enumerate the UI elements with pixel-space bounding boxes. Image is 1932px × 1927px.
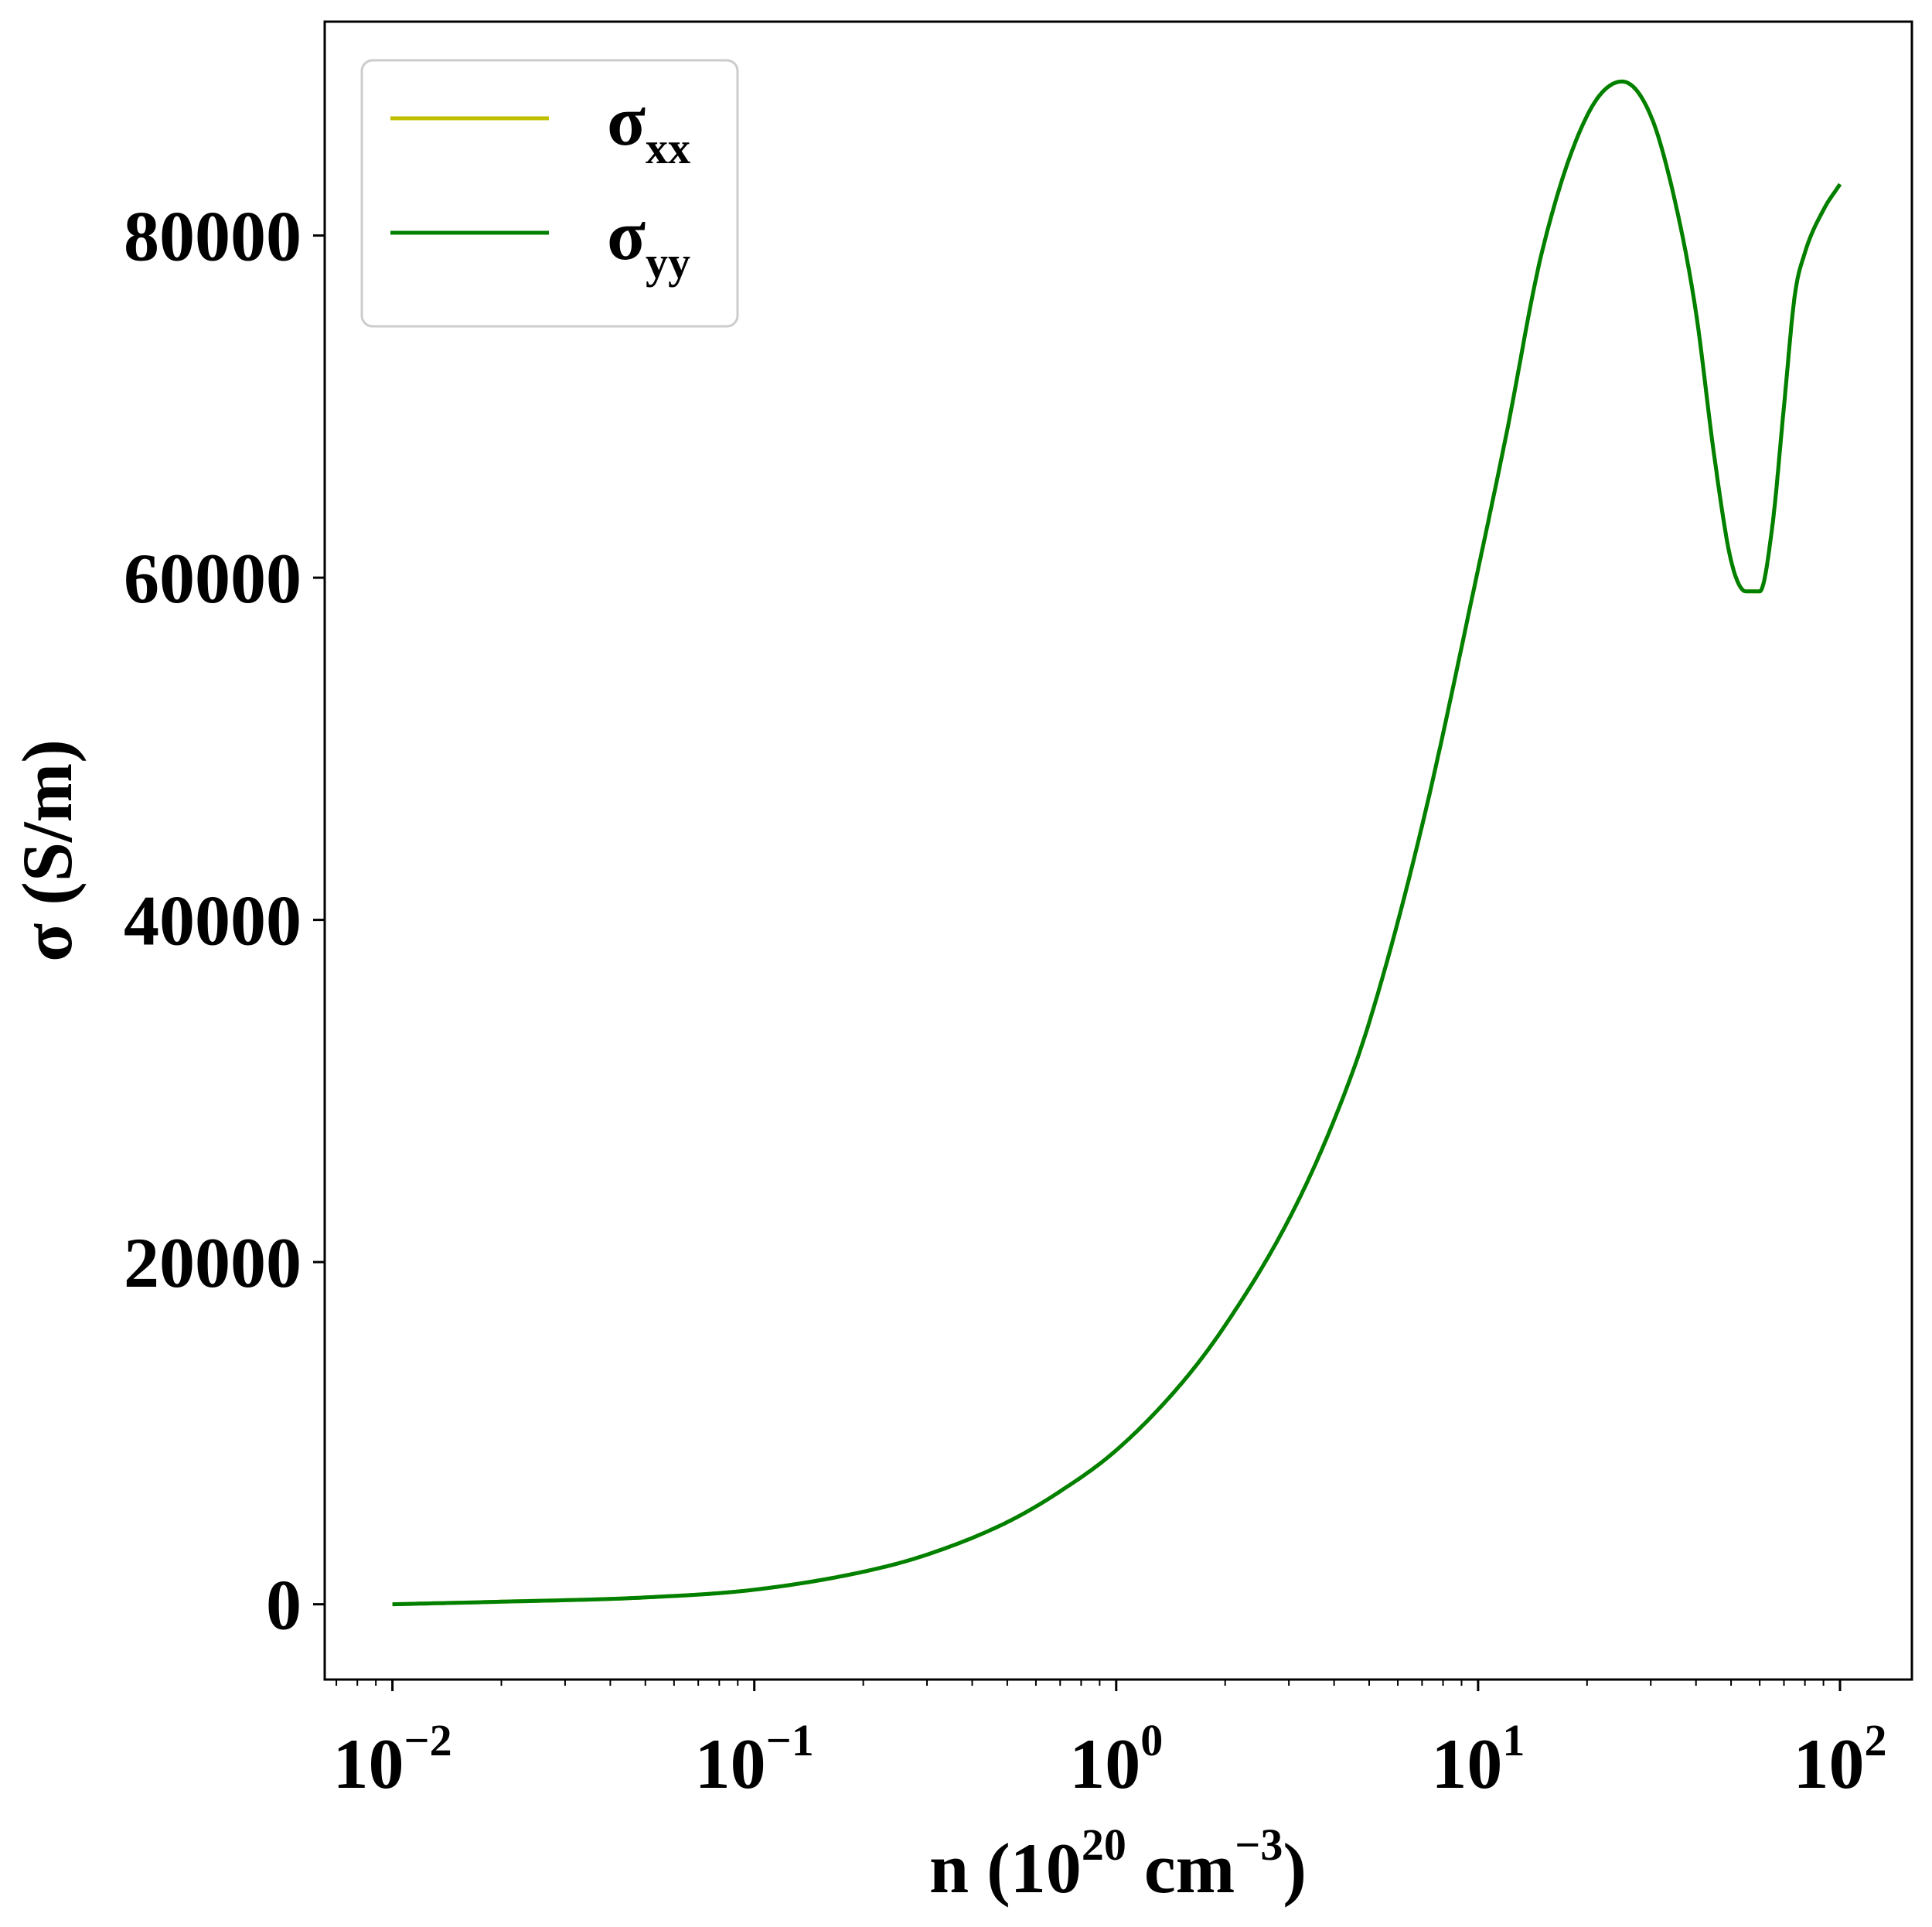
legend-label-yy-base: σ bbox=[607, 196, 646, 275]
x-tick-label-exp-2: 0 bbox=[1140, 1715, 1163, 1765]
x-tick-label-2: 100 bbox=[1069, 1715, 1163, 1803]
y-tick-label-1: 20000 bbox=[124, 1223, 302, 1302]
x-tick-label-0: 10−2 bbox=[333, 1715, 452, 1803]
y-tick-label-0: 0 bbox=[266, 1566, 302, 1645]
x-axis-title-sup1: 20 bbox=[1082, 1820, 1126, 1870]
x-tick-label-exp-3: 1 bbox=[1502, 1715, 1525, 1765]
legend-box bbox=[360, 59, 739, 328]
x-tick-label-exp-4: 2 bbox=[1865, 1715, 1887, 1765]
x-axis-title: n (1020 cm−3) bbox=[929, 1820, 1307, 1908]
x-tick-label-base-4: 10 bbox=[1794, 1724, 1865, 1803]
y-axis-title: σ (S/m) bbox=[8, 739, 87, 962]
x-axis-title-mid: cm bbox=[1126, 1829, 1235, 1908]
x-tick-label-3: 101 bbox=[1431, 1715, 1525, 1803]
legend-label-xx-base: σ bbox=[607, 81, 646, 160]
x-tick-label-base-3: 10 bbox=[1431, 1724, 1502, 1803]
x-tick-label-base-1: 10 bbox=[695, 1724, 766, 1803]
x-tick-label-4: 102 bbox=[1794, 1715, 1887, 1803]
legend-label-yy: σyy bbox=[607, 196, 690, 288]
x-tick-label-exp-0: −2 bbox=[404, 1715, 452, 1765]
series-layer bbox=[392, 79, 1842, 1607]
x-axis-title-post: ) bbox=[1283, 1829, 1307, 1908]
y-tick-label-3: 60000 bbox=[124, 539, 302, 618]
plot-frame bbox=[323, 20, 1913, 1681]
x-axis-title-pre: n (10 bbox=[929, 1829, 1082, 1908]
x-axis: 10−2 10−1 100 101 102 bbox=[333, 1680, 1887, 1803]
x-tick-label-base-0: 10 bbox=[333, 1724, 404, 1803]
x-tick-label-base-2: 10 bbox=[1069, 1724, 1140, 1803]
x-tick-label-1: 10−1 bbox=[695, 1715, 814, 1803]
y-axis: 0 20000 40000 60000 80000 bbox=[124, 197, 325, 1645]
legend-label-xx: σxx bbox=[607, 81, 690, 173]
legend-label-yy-sub: yy bbox=[646, 237, 690, 288]
legend: σxx σyy bbox=[360, 59, 739, 328]
x-tick-label-exp-1: −1 bbox=[766, 1715, 814, 1765]
y-tick-label-2: 40000 bbox=[124, 882, 302, 960]
series-line-sigma-yy bbox=[392, 79, 1842, 1607]
x-axis-title-sup2: −3 bbox=[1235, 1820, 1283, 1870]
legend-label-xx-sub: xx bbox=[646, 123, 690, 173]
y-tick-label-4: 80000 bbox=[124, 197, 302, 276]
